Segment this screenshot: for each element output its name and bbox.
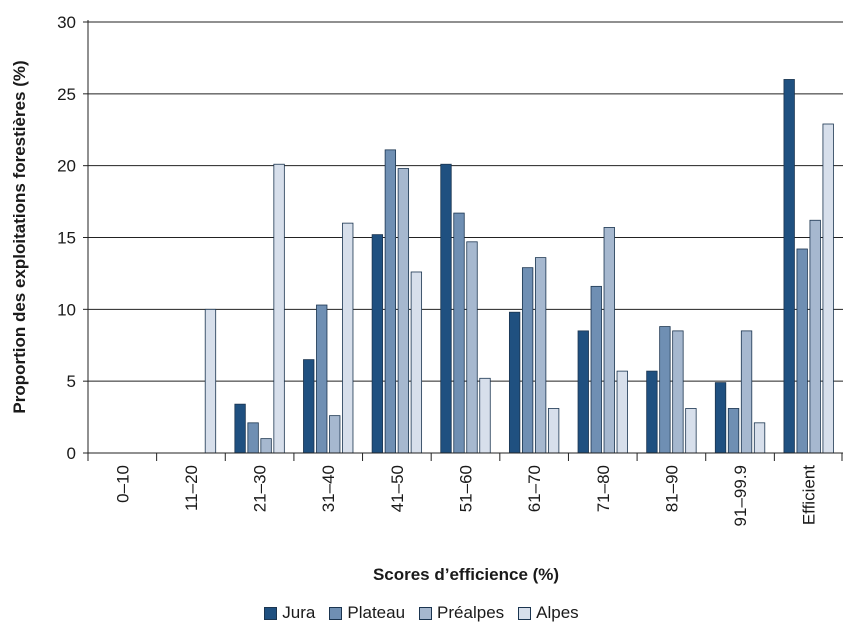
legend-label: Jura xyxy=(282,603,316,622)
y-tick-label: 15 xyxy=(57,229,76,248)
bar-plateau-4 xyxy=(384,149,397,454)
bar-pralpes-10 xyxy=(809,219,821,454)
bar-alpes-1 xyxy=(204,308,217,454)
y-axis-title: Proportion des exploitations forestières… xyxy=(10,60,29,413)
bar-jura-9 xyxy=(714,382,727,454)
bar-pralpes-9 xyxy=(740,330,753,454)
bar-jura-8 xyxy=(646,370,658,454)
x-tick-label: 0–10 xyxy=(113,465,132,503)
legend-label: Préalpes xyxy=(437,603,505,622)
y-tick-label: 25 xyxy=(57,85,76,104)
bar-jura-4 xyxy=(371,234,384,454)
x-tick-label: 21–30 xyxy=(251,465,270,512)
bar-alpes-7 xyxy=(616,370,628,454)
x-tick-label: 61–70 xyxy=(525,465,544,512)
bar-pralpes-4 xyxy=(397,168,410,454)
bar-plateau-2 xyxy=(247,422,259,454)
bar-plateau-6 xyxy=(521,267,534,454)
bar-jura-2 xyxy=(234,403,246,454)
x-tick-label: Efficient xyxy=(800,465,819,525)
y-tick-label: 5 xyxy=(67,372,76,391)
legend-swatch xyxy=(264,606,278,620)
legend-label: Plateau xyxy=(347,603,406,622)
x-tick-label: 11–20 xyxy=(182,465,201,511)
bar-plateau-7 xyxy=(590,285,602,454)
bar-pralpes-2 xyxy=(260,438,272,454)
x-axis-title: Scores d’efficience (%) xyxy=(373,565,559,584)
x-tick-label: 91–99.9 xyxy=(731,465,750,526)
bar-jura-6 xyxy=(508,311,521,454)
bar-pralpes-7 xyxy=(603,227,615,454)
y-tick-label: 0 xyxy=(67,444,76,463)
legend-item: Préalpes xyxy=(419,603,504,623)
y-tick-label: 30 xyxy=(57,13,76,32)
legend: Jura Plateau Préalpes Alpes xyxy=(0,603,843,623)
bar-jura-5 xyxy=(440,163,452,454)
x-tick-label: 41–50 xyxy=(388,465,407,512)
y-axis-ticks: 0 5 10 15 20 25 30 xyxy=(57,13,88,463)
bar-jura-10 xyxy=(783,79,795,454)
x-tick-label: 31–40 xyxy=(319,465,338,512)
x-axis-ticks: 0–10 11–20 21–30 31–40 41–50 51–60 61–70 71–80 8… xyxy=(87,453,843,526)
bar-jura-7 xyxy=(577,330,589,454)
x-tick-label: 71–80 xyxy=(594,465,613,512)
y-tick-label: 20 xyxy=(57,157,76,176)
bar-jura-3 xyxy=(303,359,315,454)
bar-chart: 0 5 10 15 20 25 30 0–10 11–20 21–30 31–40 41–50 51–… xyxy=(10,13,843,584)
gridlines xyxy=(88,21,843,382)
bar-pralpes-8 xyxy=(672,330,684,454)
bars xyxy=(204,79,834,454)
bar-plateau-8 xyxy=(659,326,671,454)
bar-alpes-3 xyxy=(342,222,354,454)
legend-swatch xyxy=(419,606,433,620)
bar-alpes-8 xyxy=(685,408,697,454)
bar-alpes-9 xyxy=(753,422,766,454)
y-tick-label: 10 xyxy=(57,300,76,319)
bar-plateau-9 xyxy=(727,408,740,454)
legend-swatch xyxy=(518,606,532,620)
bar-pralpes-5 xyxy=(466,241,478,454)
x-tick-label: 81–90 xyxy=(662,465,681,512)
bar-alpes-5 xyxy=(479,377,491,454)
legend-item: Jura xyxy=(264,603,315,623)
bar-pralpes-3 xyxy=(329,415,341,454)
legend-item: Alpes xyxy=(518,603,579,623)
legend-item: Plateau xyxy=(329,603,405,623)
bar-pralpes-6 xyxy=(534,257,547,454)
bar-alpes-2 xyxy=(273,163,285,454)
bar-plateau-10 xyxy=(796,248,808,454)
x-tick-label: 51–60 xyxy=(457,465,476,512)
bar-plateau-5 xyxy=(453,212,465,454)
legend-label: Alpes xyxy=(536,603,579,622)
bar-alpes-6 xyxy=(547,408,560,454)
bar-alpes-10 xyxy=(822,123,834,454)
axes xyxy=(87,20,843,454)
bar-plateau-3 xyxy=(316,304,328,454)
legend-swatch xyxy=(329,606,343,620)
bar-alpes-4 xyxy=(410,271,423,454)
